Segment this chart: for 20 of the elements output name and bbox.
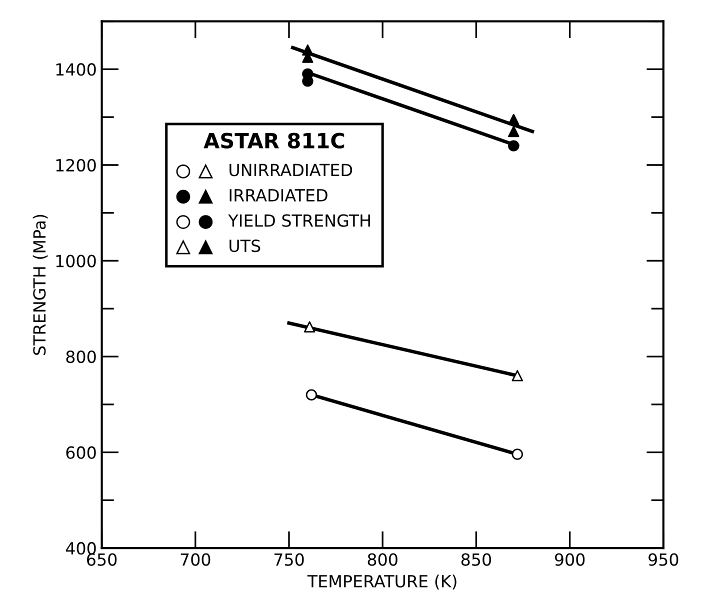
y-tick-label: 1400 xyxy=(56,63,96,76)
annotation: UTS xyxy=(230,240,260,252)
y-tick-label: 800 xyxy=(66,350,96,364)
x-tick-label: 900 xyxy=(554,553,585,566)
annotation: UNIRRADIATED xyxy=(230,164,352,176)
x-tick-label: 850 xyxy=(461,553,491,566)
x-tick-label: 800 xyxy=(368,553,398,566)
x-tick-label: 700 xyxy=(180,553,210,566)
annotation: YIELD STRENGTH xyxy=(228,214,370,227)
y-tick-label: 1200 xyxy=(56,158,96,172)
x-tick-label: 650 xyxy=(87,553,117,566)
y-axis-title: STRENGTH (MPa) xyxy=(32,214,48,355)
legend-title: ASTAR 811C xyxy=(204,132,344,149)
y-tick-label: 400 xyxy=(66,542,96,555)
x-tick-label: 750 xyxy=(274,553,304,566)
y-tick-label: 1000 xyxy=(56,254,96,268)
x-tick-label: 950 xyxy=(648,553,678,566)
annotation: IRRADIATED xyxy=(230,189,328,202)
y-tick-label: 600 xyxy=(66,446,96,459)
x-axis-title: TEMPERATURE (K) xyxy=(307,574,456,590)
